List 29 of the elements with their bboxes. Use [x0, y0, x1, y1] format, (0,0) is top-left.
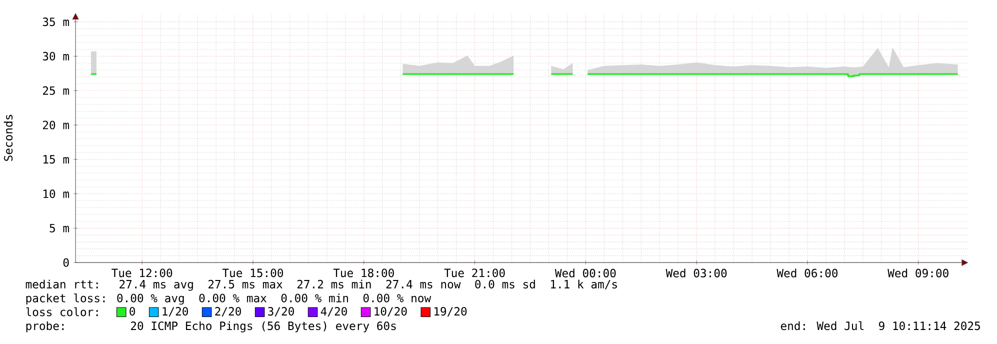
legend-label: 19/20	[434, 307, 467, 317]
x-tick-label: Wed 03:00	[666, 268, 727, 278]
x-tick-label: Wed 00:00	[554, 268, 616, 278]
x-tick-label: Wed 06:00	[776, 268, 838, 278]
y-tick-label: 15 m	[44, 155, 69, 164]
legend-label: 2/20	[215, 307, 241, 317]
y-tick-label: 35 m	[42, 18, 69, 26]
y-tick-label: 25 m	[43, 86, 69, 95]
legend-label: 3/20	[268, 307, 294, 317]
y-tick-label: 30 m	[42, 52, 69, 61]
y-tick-label: 0	[63, 258, 69, 267]
y-tick-label: 5 m	[50, 224, 69, 232]
x-tick-label: Wed 09:00	[888, 268, 948, 278]
text: median rtt: 27.4 ms avg 27.5 ms max 27.2 ms min 27.4 ms now 0.0 ms sd 1.1 k am/s	[26, 280, 617, 291]
y-tick-label: 10 m	[44, 190, 69, 198]
y-axis-title: Seconds	[4, 115, 13, 161]
text: end: Wed Jul 9 10:11:14 2025	[780, 321, 980, 330]
x-tick-label: Tue 15:00	[222, 268, 284, 278]
text: packet loss: 0.00 % avg 0.00 % max 0.00 % min 0.00 % now	[26, 294, 432, 305]
legend-label: 1/20	[162, 307, 188, 317]
y-tick-label: 20 m	[43, 120, 69, 130]
legend-label: 0	[130, 307, 135, 316]
legend-label: 10/20	[374, 307, 407, 317]
legend-label: 4/20	[320, 307, 347, 317]
x-tick-label: Tue 18:00	[333, 268, 394, 278]
x-tick-label: Tue 21:00	[444, 268, 505, 278]
text: probe: 20 ICMP Echo Pings (56 Bytes) every 60s	[26, 321, 396, 332]
legend-title: loss color:	[26, 307, 98, 316]
x-tick-label: Tue 12:00	[112, 268, 172, 278]
